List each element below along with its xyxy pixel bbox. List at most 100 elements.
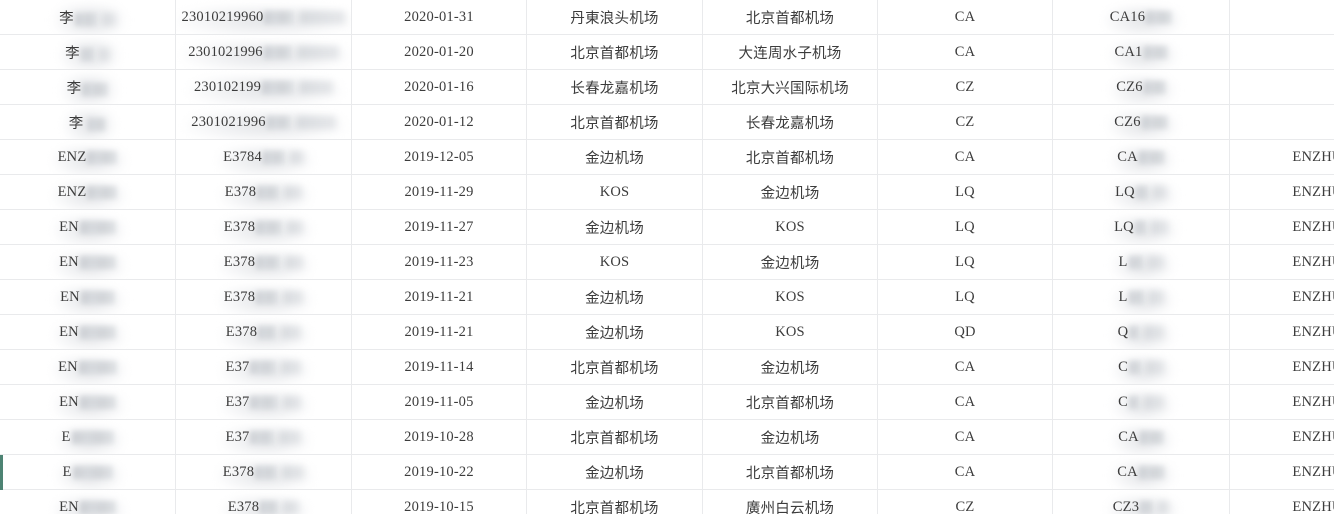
table-cell-name[interactable]: EN bbox=[0, 279, 176, 315]
table-cell-arrival[interactable]: 北京首都机场 bbox=[702, 454, 878, 490]
table-cell-airline[interactable]: CA bbox=[877, 454, 1053, 490]
table-cell-name[interactable]: 李 bbox=[0, 104, 176, 140]
table-cell-arrival[interactable]: 北京首都机场 bbox=[702, 0, 878, 35]
table-cell-id_number[interactable]: E378 bbox=[175, 244, 352, 280]
table-cell-date[interactable]: 2019-11-23 bbox=[351, 244, 527, 280]
table-row[interactable]: EN E37 2019-11-05 金边机场 北京首都机场 CA C ENZHU bbox=[0, 384, 1334, 420]
table-cell-departure[interactable]: KOS bbox=[526, 174, 703, 210]
table-cell-date[interactable]: 2019-12-05 bbox=[351, 139, 527, 175]
table-cell-operator[interactable]: ENZHU bbox=[1229, 244, 1334, 280]
table-cell-date[interactable]: 2020-01-12 bbox=[351, 104, 527, 140]
table-cell-id_number[interactable]: 230102199 bbox=[175, 69, 352, 105]
table-cell-operator[interactable] bbox=[1229, 69, 1334, 105]
table-cell-operator[interactable]: ENZHU bbox=[1229, 419, 1334, 455]
table-cell-arrival[interactable]: KOS bbox=[702, 209, 878, 245]
table-cell-airline[interactable]: CZ bbox=[877, 104, 1053, 140]
table-cell-date[interactable]: 2019-11-27 bbox=[351, 209, 527, 245]
table-cell-id_number[interactable]: E378 bbox=[175, 454, 352, 490]
table-cell-name[interactable]: 李 bbox=[0, 34, 176, 70]
table-cell-name[interactable]: EN bbox=[0, 384, 176, 420]
table-cell-departure[interactable]: 北京首都机场 bbox=[526, 34, 703, 70]
table-cell-operator[interactable]: ENZHU bbox=[1229, 174, 1334, 210]
table-cell-name[interactable]: ENZ bbox=[0, 139, 176, 175]
table-cell-date[interactable]: 2019-11-21 bbox=[351, 314, 527, 350]
table-cell-arrival[interactable]: 廣州白云机场 bbox=[702, 489, 878, 514]
table-cell-operator[interactable]: ENZHU bbox=[1229, 139, 1334, 175]
table-cell-name[interactable]: 李 bbox=[0, 69, 176, 105]
table-cell-flight_no[interactable]: C bbox=[1052, 349, 1230, 385]
table-cell-departure[interactable]: KOS bbox=[526, 244, 703, 280]
table-cell-id_number[interactable]: E378 bbox=[175, 174, 352, 210]
table-cell-airline[interactable]: QD bbox=[877, 314, 1053, 350]
table-cell-name[interactable]: E bbox=[0, 419, 176, 455]
table-cell-airline[interactable]: CZ bbox=[877, 69, 1053, 105]
table-cell-flight_no[interactable]: CZ3 bbox=[1052, 489, 1230, 514]
table-cell-flight_no[interactable]: CZ6 bbox=[1052, 104, 1230, 140]
table-cell-airline[interactable]: CA bbox=[877, 419, 1053, 455]
table-cell-arrival[interactable]: KOS bbox=[702, 314, 878, 350]
table-cell-date[interactable]: 2019-11-29 bbox=[351, 174, 527, 210]
table-cell-name[interactable]: EN bbox=[0, 314, 176, 350]
table-cell-departure[interactable]: 金边机场 bbox=[526, 139, 703, 175]
table-cell-departure[interactable]: 金边机场 bbox=[526, 384, 703, 420]
table-cell-name[interactable]: EN bbox=[0, 349, 176, 385]
table-row[interactable]: ENZ E3784 2019-12-05 金边机场 北京首都机场 CA CA ENZHU bbox=[0, 139, 1334, 175]
table-cell-date[interactable]: 2019-10-22 bbox=[351, 454, 527, 490]
table-cell-id_number[interactable]: 23010219960 bbox=[175, 0, 352, 35]
table-cell-departure[interactable]: 北京首都机场 bbox=[526, 489, 703, 514]
table-row[interactable]: EN E37 2019-11-14 北京首都机场 金边机场 CA C ENZHU bbox=[0, 349, 1334, 385]
table-cell-date[interactable]: 2020-01-31 bbox=[351, 0, 527, 35]
table-row[interactable]: EN E378 2019-11-23 KOS 金边机场 LQ L ENZHU bbox=[0, 244, 1334, 280]
table-cell-airline[interactable]: CA bbox=[877, 34, 1053, 70]
table-cell-name[interactable]: EN bbox=[0, 489, 176, 514]
table-row[interactable]: 李 23010219960 2020-01-31 丹東浪头机场 北京首都机场 CA CA16 bbox=[0, 0, 1334, 35]
table-cell-airline[interactable]: CA bbox=[877, 384, 1053, 420]
table-row[interactable]: E E37 2019-10-28 北京首都机场 金边机场 CA CA ENZHU bbox=[0, 419, 1334, 455]
table-cell-id_number[interactable]: E3784 bbox=[175, 139, 352, 175]
table-cell-flight_no[interactable]: L bbox=[1052, 279, 1230, 315]
table-row[interactable]: EN E378 2019-10-15 北京首都机场 廣州白云机场 CZ CZ3 ENZHU bbox=[0, 489, 1334, 514]
table-cell-operator[interactable]: ENZHU bbox=[1229, 384, 1334, 420]
table-cell-operator[interactable]: ENZHU bbox=[1229, 489, 1334, 514]
table-cell-flight_no[interactable]: CA16 bbox=[1052, 0, 1230, 35]
table-cell-airline[interactable]: CA bbox=[877, 0, 1053, 35]
table-cell-id_number[interactable]: E378 bbox=[175, 209, 352, 245]
table-row[interactable]: EN E378 2019-11-21 金边机场 KOS QD Q ENZHU bbox=[0, 314, 1334, 350]
table-cell-airline[interactable]: CZ bbox=[877, 489, 1053, 514]
table-cell-arrival[interactable]: 北京首都机场 bbox=[702, 139, 878, 175]
table-cell-date[interactable]: 2019-11-14 bbox=[351, 349, 527, 385]
table-cell-flight_no[interactable]: CA bbox=[1052, 419, 1230, 455]
table-cell-arrival[interactable]: 北京首都机场 bbox=[702, 384, 878, 420]
table-cell-operator[interactable]: ENZHU bbox=[1229, 209, 1334, 245]
table-cell-date[interactable]: 2019-10-28 bbox=[351, 419, 527, 455]
table-row[interactable]: EN E378 2019-11-27 金边机场 KOS LQ LQ ENZHU bbox=[0, 209, 1334, 245]
table-cell-name[interactable]: ENZ bbox=[0, 174, 176, 210]
table-cell-airline[interactable]: LQ bbox=[877, 244, 1053, 280]
table-cell-departure[interactable]: 金边机场 bbox=[526, 209, 703, 245]
table-cell-flight_no[interactable]: L bbox=[1052, 244, 1230, 280]
table-cell-flight_no[interactable]: LQ bbox=[1052, 174, 1230, 210]
table-cell-date[interactable]: 2019-10-15 bbox=[351, 489, 527, 514]
table-row[interactable]: 李 2301021996 2020-01-20 北京首都机场 大连周水子机场 CA CA1 bbox=[0, 34, 1334, 70]
table-cell-operator[interactable] bbox=[1229, 0, 1334, 35]
table-cell-id_number[interactable]: E378 bbox=[175, 489, 352, 514]
table-cell-arrival[interactable]: 金边机场 bbox=[702, 174, 878, 210]
table-cell-name[interactable]: 李 bbox=[0, 0, 176, 35]
table-cell-departure[interactable]: 北京首都机场 bbox=[526, 104, 703, 140]
table-cell-flight_no[interactable]: CA1 bbox=[1052, 34, 1230, 70]
table-cell-date[interactable]: 2019-11-05 bbox=[351, 384, 527, 420]
table-cell-arrival[interactable]: 金边机场 bbox=[702, 349, 878, 385]
table-cell-id_number[interactable]: E37 bbox=[175, 419, 352, 455]
table-cell-flight_no[interactable]: LQ bbox=[1052, 209, 1230, 245]
table-cell-flight_no[interactable]: Q bbox=[1052, 314, 1230, 350]
table-cell-id_number[interactable]: E378 bbox=[175, 279, 352, 315]
table-row[interactable]: ENZ E378 2019-11-29 KOS 金边机场 LQ LQ ENZHU bbox=[0, 174, 1334, 210]
table-cell-id_number[interactable]: E37 bbox=[175, 349, 352, 385]
table-cell-operator[interactable]: ENZHU bbox=[1229, 454, 1334, 490]
table-cell-arrival[interactable]: 金边机场 bbox=[702, 244, 878, 280]
table-cell-airline[interactable]: LQ bbox=[877, 279, 1053, 315]
table-cell-operator[interactable]: ENZHU bbox=[1229, 349, 1334, 385]
table-row[interactable]: EN E378 2019-11-21 金边机场 KOS LQ L ENZHU bbox=[0, 279, 1334, 315]
table-cell-airline[interactable]: LQ bbox=[877, 209, 1053, 245]
